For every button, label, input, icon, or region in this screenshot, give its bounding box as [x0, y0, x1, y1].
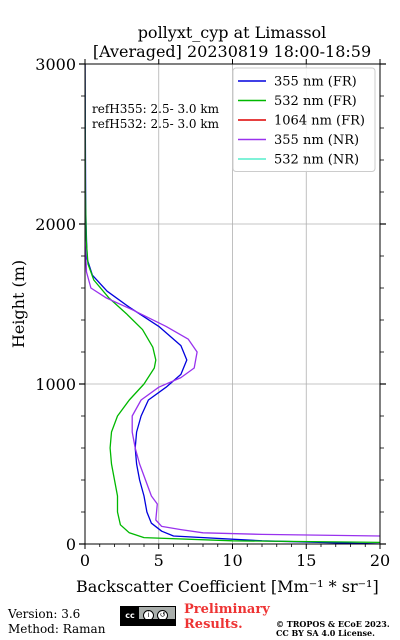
series-lines	[85, 64, 380, 544]
series-line-4	[85, 64, 380, 537]
legend-label-1: 355 nm (FR)	[274, 75, 357, 90]
copyright-notice: © TROPOS & ECoE 2023. CC BY SA 4.0 Licen…	[276, 620, 390, 638]
x-tick-label: 10	[222, 551, 242, 570]
copyright-line1: © TROPOS & ECoE 2023.	[276, 619, 390, 629]
preliminary-notice: Preliminary Results.	[184, 602, 270, 632]
preliminary-line2: Results.	[184, 617, 243, 632]
x-axis-label: Backscatter Coefficient [Mm⁻¹ * sr⁻¹]	[76, 577, 379, 596]
cc-logo-icon: cc	[121, 607, 139, 625]
chart-title-line2: [Averaged] 20230819 18:00-18:59	[93, 42, 371, 61]
chart-title-line1: pollyxt_cyp at Limassol	[138, 23, 327, 42]
preliminary-line1: Preliminary	[184, 602, 270, 617]
x-tick-label: 5	[154, 551, 164, 570]
copyright-line2: CC BY SA 4.0 License.	[276, 628, 375, 638]
y-tick-label: 3000	[35, 55, 76, 74]
x-tick-label: 0	[80, 551, 90, 570]
version-text: Version: 3.6	[8, 607, 81, 621]
y-tick-label: 0	[66, 535, 76, 554]
legend-label-5: 532 nm (NR)	[274, 153, 359, 168]
backscatter-chart: pollyxt_cyp at Limassol [Averaged] 20230…	[9, 23, 390, 596]
legend-label-2: 532 nm (FR)	[274, 94, 357, 109]
series-line-2	[85, 64, 380, 544]
cc-license-badge: cc i ↺	[120, 606, 176, 626]
x-tick-label: 15	[296, 551, 316, 570]
y-tick-label: 1000	[35, 375, 76, 394]
y-tick-label: 2000	[35, 215, 76, 234]
legend-label-3: 1064 nm (FR)	[274, 114, 365, 129]
legend-label-4: 355 nm (NR)	[274, 133, 359, 148]
x-tick-label: 20	[370, 551, 390, 570]
axis-ticks: 0 5 10 15 20 0 1000 2000 3000	[35, 55, 390, 570]
method-text: Method: Raman	[8, 622, 106, 636]
y-axis-label: Height (m)	[9, 260, 28, 348]
cc-badge-band	[139, 619, 175, 625]
refH355-note: refH355: 2.5- 3.0 km	[92, 102, 220, 116]
refH532-note: refH532: 2.5- 3.0 km	[92, 117, 220, 131]
legend-box	[232, 67, 376, 172]
legend: 355 nm (FR) 532 nm (FR) 1064 nm (FR) 355 nm…	[232, 67, 376, 172]
